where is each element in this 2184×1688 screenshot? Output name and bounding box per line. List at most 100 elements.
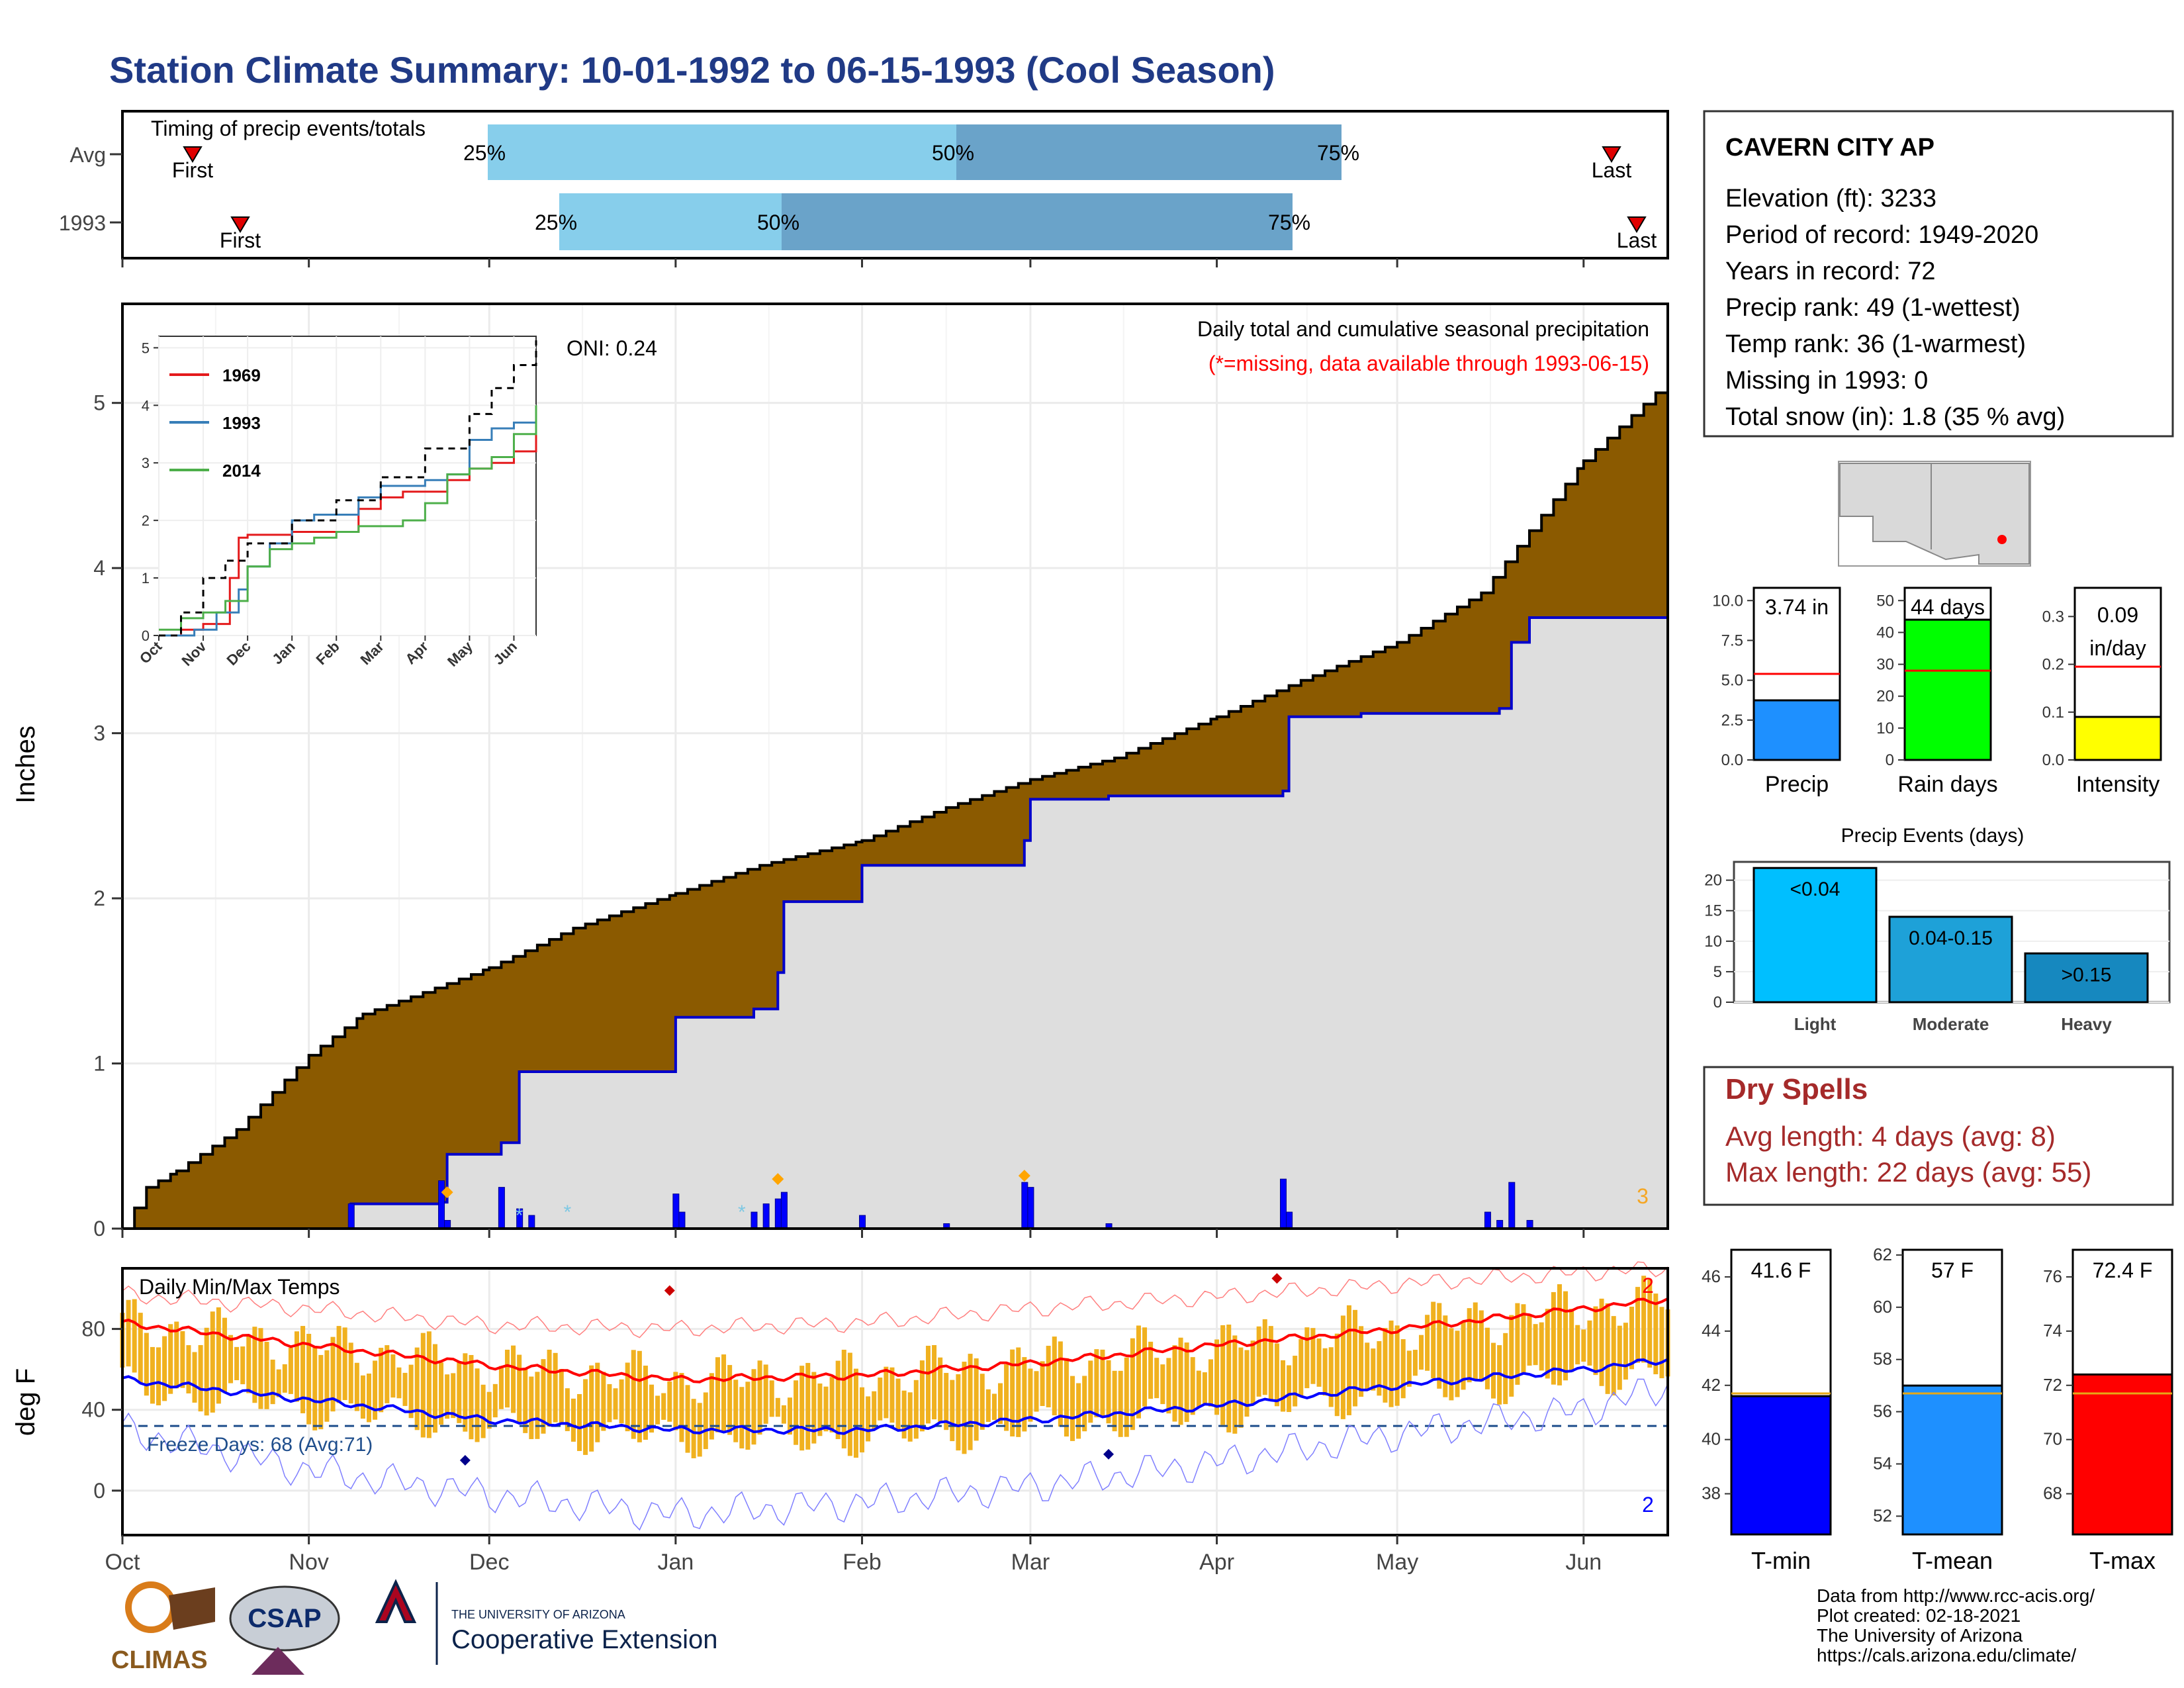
temp-daily-bar bbox=[788, 1397, 793, 1435]
csap-logo-cloud bbox=[229, 1585, 340, 1652]
mini-bar-name: Rain days bbox=[1897, 772, 1997, 797]
temp-daily-bar bbox=[1184, 1342, 1189, 1423]
temp-mini-name: T-mean bbox=[1912, 1547, 1993, 1574]
precip-y-tick-label: 0 bbox=[93, 1217, 105, 1241]
record-max-line bbox=[122, 1261, 1668, 1338]
mini-bar-tick-label: 50 bbox=[1876, 592, 1894, 610]
temp-daily-bar bbox=[727, 1365, 733, 1435]
temp-daily-bar bbox=[733, 1380, 739, 1442]
precip-average-line bbox=[122, 381, 1669, 1230]
temp-daily-bar bbox=[1304, 1327, 1310, 1389]
temp-daily-bar bbox=[1371, 1348, 1376, 1391]
temperature-mini-bars: 38 40 42 44 46 41.6 F T-min 52 54 56 58 60 62 57 F T-m… bbox=[1702, 1244, 2173, 1574]
precip-daily-bar bbox=[751, 1211, 758, 1229]
temp-daily-bar bbox=[595, 1362, 600, 1442]
inset-y-tick-label: 1 bbox=[142, 570, 150, 586]
temp-daily-bar bbox=[504, 1349, 510, 1408]
mini-bar-value-label: 44 days bbox=[1911, 595, 1985, 619]
temp-daily-bar bbox=[799, 1366, 805, 1451]
events-y-tick-label: 15 bbox=[1704, 902, 1722, 920]
temp-x-tick-label: Feb bbox=[842, 1550, 882, 1575]
temp-daily-bar bbox=[932, 1345, 937, 1420]
precip-event-diamond bbox=[772, 1173, 784, 1186]
mini-bar-tick-label: 0.3 bbox=[2042, 608, 2064, 626]
ua-a-icon bbox=[375, 1579, 417, 1623]
timing-avg-last-marker bbox=[1602, 146, 1621, 163]
temp-daily-bar bbox=[457, 1362, 462, 1423]
timing-avg-p25: 25% bbox=[463, 141, 506, 165]
temp-bottom-note: 2 bbox=[1642, 1493, 1654, 1517]
timing-panel: Timing of precip events/totals Avg 1993 … bbox=[59, 110, 1669, 267]
locator-map bbox=[1838, 461, 2031, 567]
timing-label: Timing of precip events/totals bbox=[151, 117, 426, 140]
precip-x-ticks bbox=[121, 1229, 1585, 1238]
temp-daily-bar bbox=[156, 1347, 161, 1405]
temp-daily-bar bbox=[1467, 1308, 1472, 1383]
temp-daily-bar bbox=[1383, 1328, 1388, 1403]
temp-daily-bar bbox=[420, 1333, 426, 1438]
temp-mini-value-0 bbox=[1730, 1395, 1832, 1536]
temp-daily-bar bbox=[288, 1347, 293, 1394]
footer-line-data-source: Data from http://www.rcc-acis.org/ bbox=[1817, 1585, 2095, 1606]
dry-spells-max: Max length: 22 days (avg: 55) bbox=[1725, 1156, 2091, 1188]
precip-snow-star: * bbox=[516, 1205, 523, 1227]
temp-daily-bar bbox=[872, 1391, 877, 1429]
temp-daily-bar bbox=[535, 1372, 540, 1439]
temp-daily-bar bbox=[144, 1333, 149, 1396]
dry-spells-frame bbox=[1703, 1066, 2174, 1206]
temp-daily-bar bbox=[1310, 1328, 1316, 1384]
temp-daily-bar bbox=[517, 1354, 522, 1423]
temp-daily-bar bbox=[475, 1368, 480, 1442]
temp-daily-bar bbox=[1088, 1360, 1093, 1423]
station-info-box: CAVERN CITY AP Elevation (ft): 3233 Peri… bbox=[1703, 110, 2174, 438]
temp-daily-bar bbox=[174, 1321, 179, 1389]
temp-daily-bar bbox=[985, 1389, 991, 1423]
precip-y-label: Inches bbox=[11, 726, 40, 804]
timing-row-1993-label: 1993 bbox=[59, 211, 106, 235]
temp-daily-bar bbox=[1611, 1316, 1616, 1396]
temp-daily-bar bbox=[216, 1307, 221, 1404]
station-info-frame bbox=[1703, 110, 2174, 438]
temp-daily-bar bbox=[1479, 1310, 1484, 1382]
csap-logo-mountain bbox=[251, 1647, 304, 1675]
temp-mini-tick-label: 70 bbox=[2043, 1429, 2062, 1449]
temp-daily-bar bbox=[619, 1379, 624, 1424]
events-y-tick-label: 0 bbox=[1713, 994, 1722, 1011]
timing-avg-last-label: Last bbox=[1592, 158, 1632, 182]
temp-daily-bar bbox=[1473, 1302, 1478, 1380]
temp-daily-bar bbox=[938, 1357, 943, 1422]
temp-daily-bar bbox=[1287, 1365, 1292, 1413]
temp-daily-bar bbox=[919, 1360, 925, 1432]
temp-x-tick-label: Apr bbox=[1199, 1550, 1234, 1575]
temp-daily-bar bbox=[769, 1380, 774, 1417]
temp-daily-bar bbox=[589, 1365, 594, 1452]
temp-daily-bar bbox=[829, 1377, 835, 1432]
station-temp-rank: Temp rank: 36 (1-warmest) bbox=[1725, 330, 2026, 358]
mini-bar-tick-label: 7.5 bbox=[1721, 632, 1743, 649]
temp-daily-bar bbox=[1058, 1341, 1063, 1427]
map-region-shape bbox=[1839, 463, 2030, 565]
temp-daily-bar bbox=[1328, 1347, 1334, 1407]
mini-bar-tick-label: 0 bbox=[1886, 751, 1894, 769]
temp-daily-bar bbox=[751, 1369, 756, 1445]
temp-daily-bar bbox=[637, 1350, 642, 1442]
events-category-label: Moderate bbox=[1913, 1014, 1989, 1034]
climas-logo-wing bbox=[169, 1587, 215, 1630]
temp-daily-bar bbox=[390, 1354, 396, 1398]
temp-daily-bar bbox=[703, 1392, 708, 1450]
precip-snow-star: * bbox=[563, 1201, 571, 1223]
timing-avg-first-label: First bbox=[172, 158, 213, 182]
temp-daily-bar bbox=[968, 1354, 973, 1450]
temp-daily-bar bbox=[1118, 1370, 1123, 1437]
temp-daily-bar bbox=[523, 1369, 528, 1433]
temp-daily-bar bbox=[258, 1328, 263, 1409]
timing-row-avg-label: Avg bbox=[69, 143, 106, 167]
temp-daily-bar bbox=[1172, 1345, 1177, 1422]
temp-daily-bar bbox=[1196, 1370, 1201, 1408]
climas-logo-text: CLIMAS bbox=[111, 1646, 208, 1674]
mini-bar-tick-label: 0.0 bbox=[2042, 751, 2064, 769]
temp-daily-bar bbox=[186, 1345, 191, 1393]
average-max-line bbox=[122, 1297, 1668, 1383]
temp-mini-value-2 bbox=[2071, 1373, 2173, 1536]
